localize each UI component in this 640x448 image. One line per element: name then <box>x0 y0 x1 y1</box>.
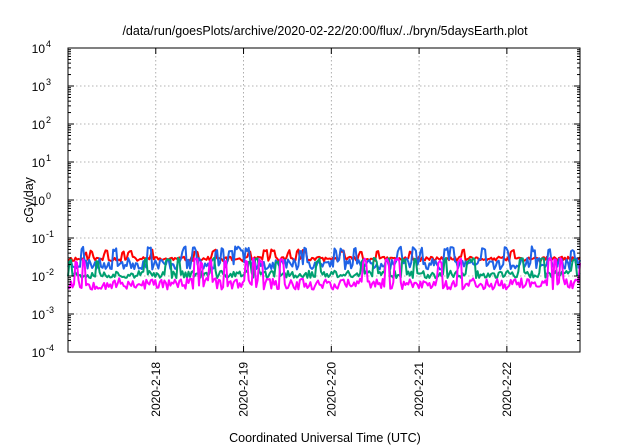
chart-title: /data/run/goesPlots/archive/2020-02-22/2… <box>122 24 528 38</box>
y-tick-exponent: -2 <box>46 267 54 277</box>
x-tick-label: 2020-2-19 <box>237 362 251 417</box>
x-tick-label: 2020-2-20 <box>324 362 338 417</box>
grid <box>68 48 580 352</box>
series-line <box>67 245 581 271</box>
y-tick-exponent: -4 <box>46 343 54 353</box>
series-line <box>67 256 581 280</box>
y-tick-label: 10 <box>32 80 46 94</box>
x-axis-label: Coordinated Universal Time (UTC) <box>229 431 421 445</box>
y-tick-label: 10 <box>32 194 46 208</box>
x-axis: 2020-2-18 2020-2-19 2020-2-20 2020-2-21 2020… <box>149 48 514 417</box>
series-line <box>67 257 581 291</box>
y-tick-exponent: 4 <box>46 39 51 49</box>
y-tick-label: 10 <box>32 308 46 322</box>
y-tick-label: 10 <box>32 270 46 284</box>
x-tick-label: 2020-2-22 <box>500 362 514 417</box>
y-tick-exponent: 0 <box>46 191 51 201</box>
y-tick-label: 10 <box>32 346 46 360</box>
y-tick-label: 10 <box>32 156 46 170</box>
y-tick-exponent: 3 <box>46 77 51 87</box>
series-line <box>67 248 581 263</box>
y-axis-label: cGy/day <box>22 176 36 223</box>
y-tick-exponent: -1 <box>46 229 54 239</box>
x-tick-label: 2020-2-21 <box>412 362 426 417</box>
y-tick-label: 10 <box>32 42 46 56</box>
y-tick-label: 10 <box>32 118 46 132</box>
y-tick-exponent: 1 <box>46 153 51 163</box>
x-tick-label: 2020-2-18 <box>149 362 163 417</box>
y-tick-exponent: 2 <box>46 115 51 125</box>
y-tick-label: 10 <box>32 232 46 246</box>
series-layer <box>67 245 581 291</box>
y-tick-exponent: -3 <box>46 305 54 315</box>
